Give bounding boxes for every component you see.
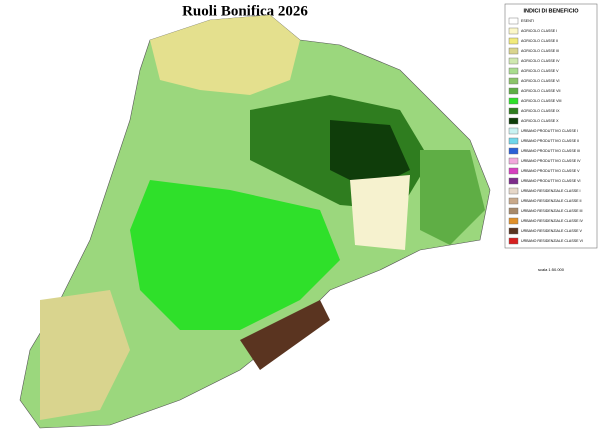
legend-swatch bbox=[508, 117, 519, 125]
legend-swatch bbox=[508, 157, 519, 165]
legend-swatch bbox=[508, 57, 519, 65]
legend-swatch bbox=[508, 27, 519, 35]
legend: ESENTI AGRICOLO CLASSE I AGRICOLO CLASSE I… bbox=[508, 17, 584, 245]
legend-swatch bbox=[508, 167, 519, 175]
legend-swatch bbox=[508, 227, 519, 235]
legend-label: URBANO PRODUTTIVO CLASSE II bbox=[521, 139, 579, 143]
legend-swatch bbox=[508, 197, 519, 205]
legend-swatch bbox=[508, 127, 519, 135]
dark-area bbox=[330, 120, 410, 190]
legend-title: INDICI DI BENEFICIO bbox=[523, 8, 579, 14]
legend-label: AGRICOLO CLASSE VI bbox=[521, 79, 560, 83]
legend-swatch bbox=[508, 87, 519, 95]
legend-swatch bbox=[508, 237, 519, 245]
map-title: Ruoli Bonifica 2026 bbox=[182, 3, 308, 19]
legend-swatch bbox=[508, 147, 519, 155]
legend-swatch bbox=[508, 47, 519, 55]
map-scale: scala 1:50.000 bbox=[538, 267, 565, 272]
legend-label: AGRICOLO CLASSE IV bbox=[521, 59, 560, 63]
legend-label: URBANO PRODUTTIVO CLASSE V bbox=[521, 169, 580, 173]
legend-label: AGRICOLO CLASSE I bbox=[521, 29, 557, 33]
legend-swatch bbox=[508, 17, 519, 25]
legend-swatch bbox=[508, 217, 519, 225]
legend-swatch bbox=[508, 37, 519, 45]
legend-label: URBANO RESIDENZIALE CLASSE VI bbox=[521, 239, 583, 243]
coast-strip bbox=[240, 300, 330, 370]
bright-area bbox=[130, 180, 340, 330]
legend-swatch bbox=[508, 177, 519, 185]
legend-swatch bbox=[508, 67, 519, 75]
legend-label: URBANO RESIDENZIALE CLASSE II bbox=[521, 199, 582, 203]
legend-swatch bbox=[508, 77, 519, 85]
legend-label: URBANO PRODUTTIVO CLASSE III bbox=[521, 149, 580, 153]
legend-label: AGRICOLO CLASSE X bbox=[521, 119, 559, 123]
west-area bbox=[40, 290, 130, 420]
legend-label: URBANO RESIDENZIALE CLASSE V bbox=[521, 229, 583, 233]
east-area bbox=[420, 150, 485, 245]
legend-label: URBANO PRODUTTIVO CLASSE VI bbox=[521, 179, 581, 183]
legend-label: URBANO PRODUTTIVO CLASSE IV bbox=[521, 159, 581, 163]
legend-label: URBANO PRODUTTIVO CLASSE I bbox=[521, 129, 578, 133]
legend-label: AGRICOLO CLASSE II bbox=[521, 39, 558, 43]
pale-area bbox=[350, 175, 410, 250]
legend-label: URBANO RESIDENZIALE CLASSE IV bbox=[521, 219, 584, 223]
legend-label: AGRICOLO CLASSE V bbox=[521, 69, 559, 73]
legend-label: URBANO RESIDENZIALE CLASSE III bbox=[521, 209, 583, 213]
legend-swatch bbox=[508, 207, 519, 215]
legend-swatch bbox=[508, 187, 519, 195]
legend-box bbox=[504, 3, 598, 249]
legend-label: ESENTI bbox=[521, 19, 534, 23]
legend-swatch bbox=[508, 107, 519, 115]
legend-label: AGRICOLO CLASSE III bbox=[521, 49, 559, 53]
legend-label: AGRICOLO CLASSE VII bbox=[521, 89, 561, 93]
legend-label: AGRICOLO CLASSE IX bbox=[521, 109, 560, 113]
legend-swatch bbox=[508, 137, 519, 145]
legend-swatch bbox=[508, 97, 519, 105]
legend-label: URBANO RESIDENZIALE CLASSE I bbox=[521, 189, 581, 193]
map bbox=[19, 14, 491, 429]
north-area bbox=[150, 15, 300, 95]
legend-label: AGRICOLO CLASSE VIII bbox=[521, 99, 562, 103]
